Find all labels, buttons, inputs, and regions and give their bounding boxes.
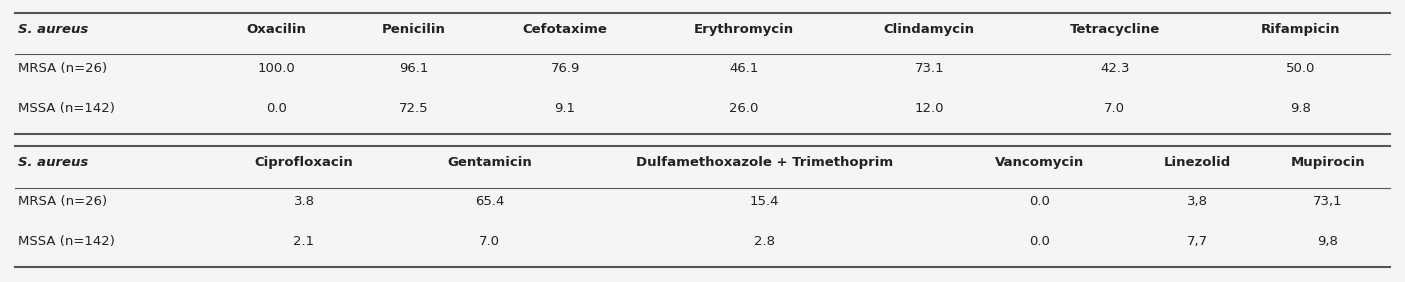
Text: Rifampicin: Rifampicin [1260,23,1340,36]
Text: 73.1: 73.1 [915,62,944,75]
Text: 100.0: 100.0 [257,62,295,75]
Text: MRSA (n=26): MRSA (n=26) [18,62,107,75]
Text: Linezolid: Linezolid [1163,156,1231,169]
Text: 65.4: 65.4 [475,195,504,208]
Text: 96.1: 96.1 [399,62,429,75]
Text: 12.0: 12.0 [915,102,944,115]
Text: MRSA (n=26): MRSA (n=26) [18,195,107,208]
Text: 46.1: 46.1 [729,62,759,75]
Text: 2.8: 2.8 [754,235,774,248]
Text: S. aureus: S. aureus [18,156,89,169]
Text: Gentamicin: Gentamicin [447,156,532,169]
Text: 26.0: 26.0 [729,102,759,115]
Text: 76.9: 76.9 [551,62,580,75]
Text: 42.3: 42.3 [1100,62,1130,75]
Text: Cefotaxime: Cefotaxime [523,23,607,36]
Text: 9,8: 9,8 [1318,235,1338,248]
Text: 50.0: 50.0 [1286,62,1315,75]
Text: 3,8: 3,8 [1187,195,1208,208]
Text: 72.5: 72.5 [399,102,429,115]
Text: Vancomycin: Vancomycin [995,156,1083,169]
Text: 15.4: 15.4 [750,195,780,208]
Text: Oxacilin: Oxacilin [246,23,306,36]
Text: 0.0: 0.0 [1028,195,1050,208]
Text: 73,1: 73,1 [1312,195,1343,208]
Text: 7.0: 7.0 [1104,102,1125,115]
Text: 7,7: 7,7 [1187,235,1208,248]
Text: S. aureus: S. aureus [18,23,89,36]
Text: Erythromycin: Erythromycin [694,23,794,36]
Text: MSSA (n=142): MSSA (n=142) [18,235,115,248]
Text: Ciprofloxacin: Ciprofloxacin [254,156,354,169]
Text: Dulfamethoxazole + Trimethoprim: Dulfamethoxazole + Trimethoprim [636,156,894,169]
Text: Penicilin: Penicilin [382,23,445,36]
Text: 0.0: 0.0 [266,102,287,115]
Text: MSSA (n=142): MSSA (n=142) [18,102,115,115]
Text: 0.0: 0.0 [1028,235,1050,248]
Text: 9.1: 9.1 [555,102,576,115]
Text: Tetracycline: Tetracycline [1069,23,1161,36]
Text: Clindamycin: Clindamycin [884,23,975,36]
Text: 9.8: 9.8 [1290,102,1311,115]
Text: Mupirocin: Mupirocin [1290,156,1366,169]
Text: 2.1: 2.1 [294,235,315,248]
Text: 7.0: 7.0 [479,235,500,248]
Text: 3.8: 3.8 [294,195,315,208]
